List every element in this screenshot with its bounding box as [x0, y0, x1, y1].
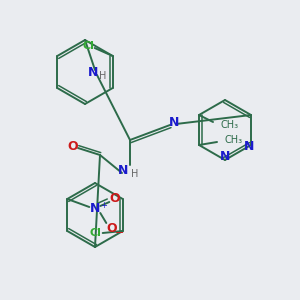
Text: H: H	[99, 71, 107, 81]
Text: N: N	[90, 202, 101, 215]
Text: −: −	[115, 228, 124, 238]
Text: CH₃: CH₃	[220, 120, 238, 130]
Text: N: N	[169, 116, 179, 130]
Text: N: N	[88, 67, 98, 80]
Text: N: N	[244, 140, 254, 152]
Text: O: O	[68, 140, 78, 154]
Text: Cl: Cl	[83, 41, 95, 51]
Text: O: O	[109, 191, 120, 205]
Text: Cl: Cl	[90, 228, 102, 238]
Text: N: N	[220, 149, 230, 163]
Text: H: H	[131, 169, 139, 179]
Text: CH₃: CH₃	[224, 135, 242, 145]
Text: +: +	[100, 200, 107, 209]
Text: N: N	[118, 164, 128, 178]
Text: O: O	[106, 223, 117, 236]
